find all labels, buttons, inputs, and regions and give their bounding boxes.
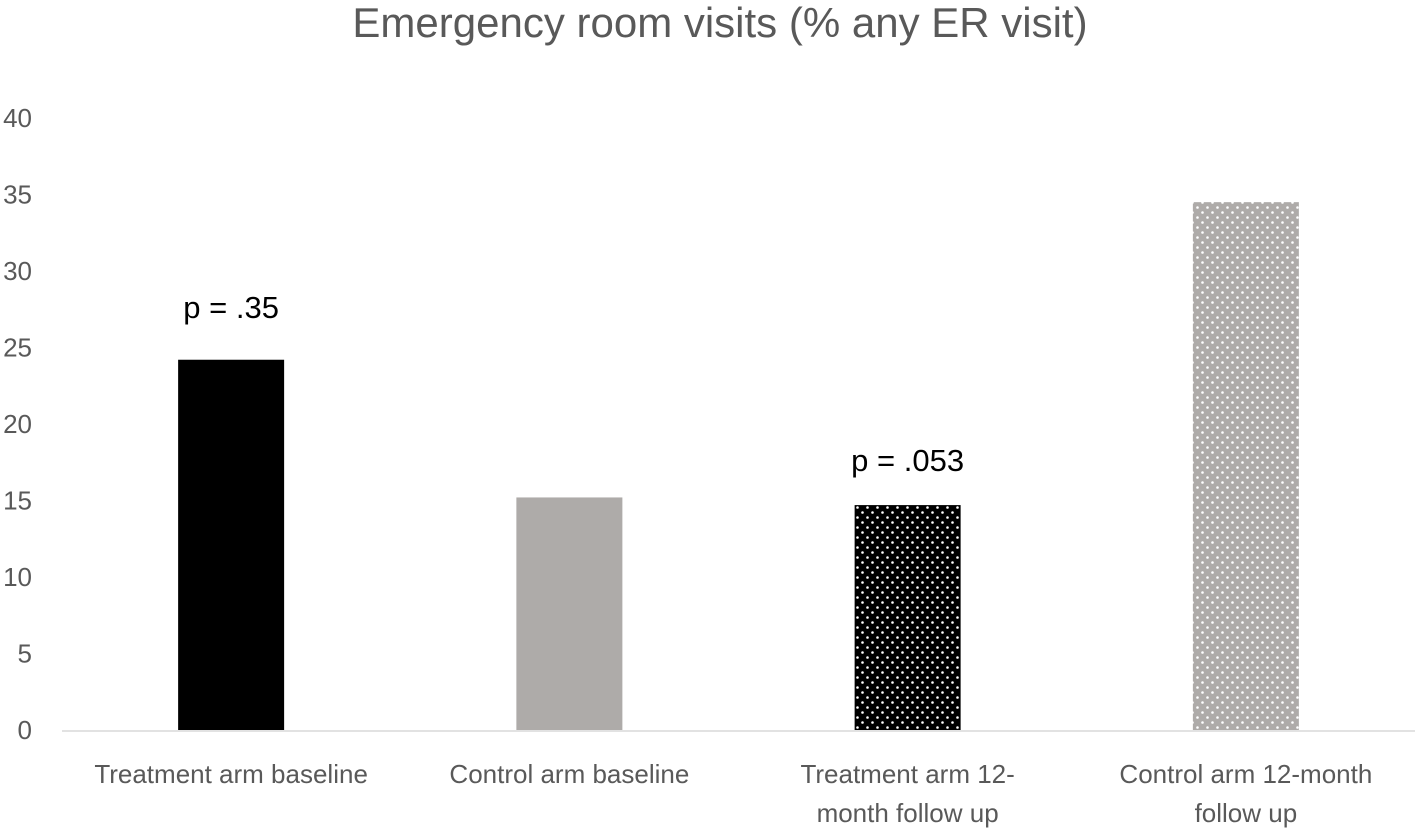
- y-tick-label: 25: [3, 333, 32, 363]
- bar: [854, 505, 961, 730]
- y-tick-label: 0: [18, 715, 32, 745]
- x-tick-label: Control arm 12-month: [1119, 759, 1372, 789]
- annotations: p = .35 p = .053: [183, 290, 964, 478]
- x-tick-label: Treatment arm baseline: [94, 759, 368, 789]
- x-axis: Treatment arm baseline Control arm baseli…: [94, 759, 1372, 828]
- bar: [178, 359, 285, 730]
- y-tick-label: 30: [3, 256, 32, 286]
- y-tick-label: 35: [3, 180, 32, 210]
- p-value-annotation: p = .053: [851, 443, 964, 478]
- p-value-annotation: p = .35: [183, 290, 279, 325]
- x-tick-label: Control arm baseline: [449, 759, 689, 789]
- x-tick-label: month follow up: [817, 798, 999, 828]
- y-tick-label: 5: [18, 639, 32, 669]
- x-tick-label: Treatment arm 12-: [800, 759, 1014, 789]
- y-axis: 0 5 10 15 20 25 30 35 40: [3, 103, 32, 745]
- y-tick-label: 10: [3, 562, 32, 592]
- bars: [178, 202, 1299, 730]
- y-tick-label: 40: [3, 103, 32, 133]
- y-tick-label: 20: [3, 409, 32, 439]
- bar: [1192, 202, 1299, 730]
- bar: [516, 497, 623, 730]
- chart-title: Emergency room visits (% any ER visit): [352, 0, 1087, 46]
- y-tick-label: 15: [3, 486, 32, 516]
- x-tick-label: follow up: [1195, 798, 1298, 828]
